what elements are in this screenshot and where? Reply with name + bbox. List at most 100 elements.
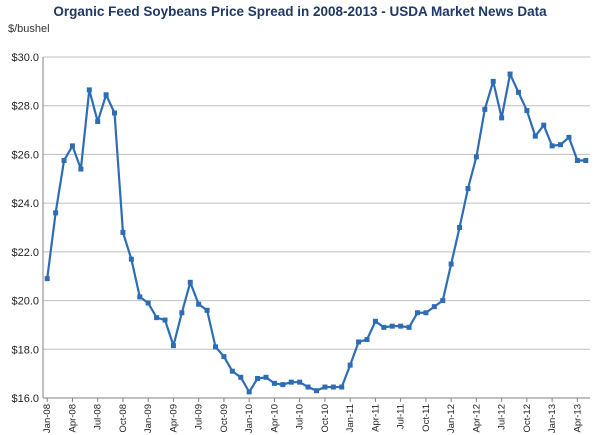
data-point <box>69 143 75 149</box>
data-point <box>246 389 252 395</box>
data-point <box>288 379 294 385</box>
x-tick-label: Apr-10 <box>269 404 280 433</box>
x-tick-label: Apr-08 <box>67 404 78 433</box>
data-point <box>221 354 227 360</box>
data-point <box>457 225 463 230</box>
data-point <box>465 186 471 192</box>
data-point <box>566 134 572 140</box>
data-point <box>364 337 370 343</box>
y-tick-label: $28.0 <box>11 101 39 113</box>
data-point <box>78 166 84 172</box>
data-point <box>44 276 50 282</box>
data-point <box>549 143 555 149</box>
data-point <box>280 382 286 388</box>
x-tick-label: Jan-08 <box>42 404 53 433</box>
y-axis-label: $/bushel <box>8 23 50 35</box>
data-point <box>271 380 277 386</box>
data-point <box>414 310 420 316</box>
data-point <box>406 324 412 330</box>
y-tick-label: $22.0 <box>11 247 39 259</box>
x-tick-label: Jan-10 <box>244 404 255 433</box>
data-point <box>179 310 185 316</box>
data-point <box>297 379 303 385</box>
data-point <box>145 300 151 306</box>
series-layer <box>44 71 589 395</box>
data-point <box>356 339 362 345</box>
data-point <box>339 384 345 390</box>
x-tick-label: Jan-13 <box>547 404 558 433</box>
axes <box>42 57 590 402</box>
data-point <box>120 229 126 235</box>
data-point <box>204 307 210 313</box>
data-point <box>86 87 92 93</box>
data-point <box>507 71 513 77</box>
chart-title: Organic Feed Soybeans Price Spread in 20… <box>53 4 547 19</box>
data-point <box>314 388 319 394</box>
data-point <box>389 323 395 329</box>
y-tick-labels: $16.0 $18.0 $20.0 $22.0 $24.0 $26.0 $28.0 $30.0 <box>11 52 39 405</box>
data-point <box>263 374 269 380</box>
data-point <box>187 279 193 285</box>
data-point <box>305 384 311 390</box>
data-point <box>558 142 564 148</box>
y-tick-label: $26.0 <box>11 149 39 161</box>
data-point <box>381 324 387 330</box>
x-tick-label: Jan-11 <box>345 404 356 432</box>
x-tick-label: Oct-08 <box>118 404 129 433</box>
gridlines <box>43 56 590 350</box>
data-point <box>532 133 538 139</box>
data-point <box>515 89 521 95</box>
data-point <box>162 317 168 323</box>
data-point <box>473 154 479 160</box>
data-point <box>440 298 446 304</box>
data-point <box>583 158 589 164</box>
x-tick-label: Jul-12 <box>497 404 508 430</box>
data-point <box>137 294 143 300</box>
data-point <box>196 301 202 307</box>
data-point <box>448 261 454 267</box>
x-tick-label: Oct-12 <box>522 404 533 433</box>
data-point <box>103 92 109 98</box>
y-tick-label: $24.0 <box>11 198 39 210</box>
data-point <box>213 344 219 350</box>
data-point <box>255 376 261 382</box>
x-tick-label: Apr-12 <box>471 404 482 433</box>
x-tick-label: Jul-11 <box>396 404 407 429</box>
data-point <box>170 343 176 349</box>
data-point <box>499 115 505 121</box>
x-tick-label: Oct-09 <box>219 404 230 433</box>
data-point <box>431 304 437 310</box>
series-line <box>46 72 586 394</box>
y-tick-label: $20.0 <box>11 296 39 308</box>
x-tick-label: Jul-08 <box>93 404 104 430</box>
data-point <box>61 158 67 164</box>
data-point <box>154 315 160 321</box>
data-point <box>347 362 353 368</box>
x-tick-label: Jan-09 <box>143 404 154 433</box>
x-tick-labels: Jan-08 Apr-08 Jul-08 Oct-08 Jan-09 Apr-09 Jul-… <box>42 404 583 433</box>
y-tick-label: $16.0 <box>11 393 39 405</box>
y-tick-label: $18.0 <box>11 344 39 356</box>
data-point <box>574 158 580 164</box>
y-tick-label: $30.0 <box>11 52 39 64</box>
x-tick-label: Oct-10 <box>320 404 331 433</box>
data-point <box>541 122 547 128</box>
data-point <box>112 110 118 116</box>
data-point <box>330 384 336 390</box>
data-point <box>128 256 134 262</box>
data-point <box>398 323 404 329</box>
data-point <box>238 374 244 380</box>
data-point <box>53 210 59 216</box>
x-tick-label: Jul-10 <box>295 404 306 430</box>
data-point <box>95 119 101 125</box>
data-point <box>322 384 328 390</box>
x-tick-label: Jan-12 <box>446 404 457 433</box>
data-point <box>372 318 378 324</box>
x-tick-label: Apr-13 <box>572 404 583 433</box>
x-tick-label: Jul-09 <box>194 404 205 430</box>
data-point <box>490 78 496 84</box>
data-point <box>229 368 235 374</box>
data-point <box>423 310 429 316</box>
x-tick-label: Apr-09 <box>168 404 179 433</box>
